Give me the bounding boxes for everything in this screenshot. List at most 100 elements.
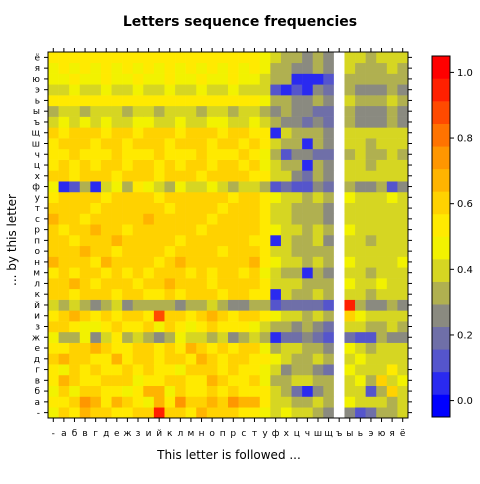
heatmap-cell — [175, 105, 186, 117]
y-tick-label: с — [35, 215, 40, 225]
heatmap-cell — [111, 116, 123, 128]
heatmap-cell — [69, 364, 81, 376]
y-tick-label: д — [34, 355, 40, 365]
heatmap-cell — [90, 310, 102, 322]
heatmap-cell — [302, 213, 314, 225]
heatmap-cell — [69, 256, 81, 268]
heatmap-cell — [259, 396, 271, 408]
heatmap-cell — [323, 342, 335, 354]
heatmap-cell — [100, 299, 112, 311]
heatmap-cell — [79, 191, 91, 203]
heatmap-cell — [238, 202, 250, 214]
x-tick-label: т — [252, 429, 257, 439]
heatmap-cell — [259, 138, 271, 150]
heatmap-cell — [323, 116, 335, 128]
heatmap-cell — [79, 159, 91, 171]
heatmap-cell — [302, 310, 314, 322]
heatmap-cell — [132, 267, 144, 279]
heatmap-cell — [344, 138, 356, 150]
heatmap-cell — [323, 256, 335, 268]
heatmap-cell — [323, 407, 335, 419]
y-tick-label: к — [35, 290, 41, 300]
heatmap-cell — [217, 138, 229, 150]
heatmap-cell — [365, 288, 377, 300]
heatmap-cell — [185, 299, 197, 311]
x-axis-label: This letter is followed ... — [156, 448, 301, 462]
heatmap-cell — [270, 213, 282, 225]
heatmap-cell — [196, 202, 208, 214]
heatmap-cell — [270, 170, 282, 182]
y-tick-label: - — [37, 409, 40, 419]
heatmap-cell — [206, 105, 218, 117]
heatmap-cell — [238, 364, 250, 376]
heatmap-cell — [228, 127, 239, 139]
heatmap-cell — [312, 84, 324, 96]
heatmap-cell — [164, 267, 176, 279]
heatmap-cell — [302, 288, 314, 300]
heatmap-cell — [270, 396, 282, 408]
heatmap-cell — [270, 202, 282, 214]
heatmap-cell — [270, 267, 282, 279]
heatmap-cell — [48, 299, 59, 311]
heatmap-cell — [58, 84, 70, 96]
heatmap-cell — [206, 138, 218, 150]
heatmap-cell — [270, 245, 282, 257]
heatmap-cell — [238, 84, 250, 96]
heatmap-cell — [386, 342, 398, 354]
y-tick-label: о — [34, 247, 40, 257]
heatmap-cell — [122, 353, 134, 365]
heatmap-cell — [397, 224, 409, 236]
heatmap-cell — [175, 321, 186, 333]
heatmap-cell — [259, 364, 271, 376]
heatmap-cell — [164, 364, 176, 376]
heatmap-cell — [58, 267, 70, 279]
heatmap-cell — [355, 52, 366, 64]
heatmap-cell — [280, 170, 292, 182]
heatmap-cell — [206, 235, 218, 247]
heatmap-cell — [79, 181, 91, 193]
heatmap-cell — [270, 62, 282, 74]
heatmap-cell — [249, 331, 261, 343]
heatmap-cell — [153, 224, 165, 236]
heatmap-cell — [376, 138, 388, 150]
heatmap-cell — [185, 310, 197, 322]
heatmap-cell — [153, 245, 165, 257]
heatmap-cell — [185, 353, 197, 365]
heatmap-cell — [355, 213, 366, 225]
heatmap-cell — [312, 407, 324, 419]
heatmap-cell — [238, 278, 250, 290]
color-key-swatch — [432, 349, 450, 373]
heatmap-cell — [69, 116, 81, 128]
heatmap-cell — [58, 159, 70, 171]
heatmap-cell — [323, 105, 335, 117]
heatmap-cell — [164, 396, 176, 408]
y-tick-label: ч — [35, 150, 40, 160]
heatmap-cell — [185, 62, 197, 74]
heatmap-cell — [238, 224, 250, 236]
heatmap-cell — [143, 321, 155, 333]
heatmap-cell — [249, 267, 261, 279]
color-key-label: 0.0 — [457, 396, 473, 407]
color-key: 0.0 0.2 0.4 0.6 0.8 1.0 — [431, 55, 473, 418]
heatmap-cell — [280, 52, 292, 64]
heatmap-cell — [365, 159, 377, 171]
heatmap-cell — [249, 181, 261, 193]
heatmap-cell — [344, 148, 356, 160]
heatmap-cell — [175, 202, 186, 214]
heatmap-cell — [365, 213, 377, 225]
heatmap-cell — [291, 385, 303, 397]
heatmap-cell — [376, 299, 388, 311]
heatmap-cell — [365, 62, 377, 74]
heatmap-cell — [175, 267, 186, 279]
heatmap-cell — [333, 321, 345, 333]
heatmap-cell — [397, 127, 409, 139]
heatmap-cell — [386, 224, 398, 236]
x-tick-label: л — [177, 429, 183, 439]
heatmap-cell — [323, 224, 335, 236]
heatmap-cell — [228, 374, 239, 386]
heatmap-cell — [196, 256, 208, 268]
heatmap-cell — [397, 310, 409, 322]
heatmap-cell — [270, 342, 282, 354]
heatmap-cell — [270, 364, 282, 376]
heatmap-cell — [185, 256, 197, 268]
